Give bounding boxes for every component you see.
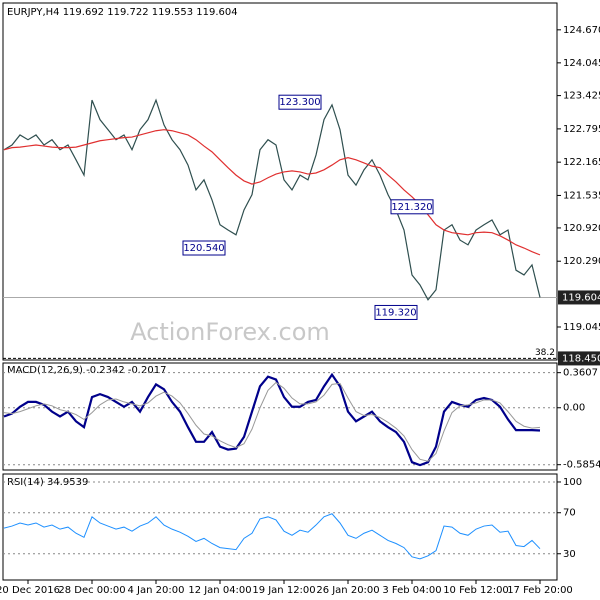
price-panel bbox=[2, 2, 558, 361]
panel-title: EURJPY,H4 119.692 119.722 119.553 119.60… bbox=[7, 7, 238, 18]
last-price-box bbox=[558, 290, 600, 305]
x-tick-label: 3 Feb 04:00 bbox=[382, 585, 441, 596]
series-line bbox=[3, 98, 541, 301]
series-line bbox=[3, 513, 541, 560]
x-tick-label: 28 Dec 00:00 bbox=[58, 585, 125, 596]
annotation-box bbox=[374, 304, 418, 320]
level-label: 118.450 bbox=[562, 353, 600, 364]
annotation-label: 119.320 bbox=[375, 307, 416, 318]
annotation-box bbox=[182, 240, 226, 256]
annotation-box bbox=[278, 94, 322, 110]
y-tick-label: 30 bbox=[563, 549, 576, 560]
x-tick-label: 10 Feb 12:00 bbox=[443, 585, 509, 596]
y-tick-label: 0.3607 bbox=[563, 368, 598, 379]
y-tick-label: 122.165 bbox=[563, 157, 600, 168]
x-tick-label: 20 Dec 2016 bbox=[0, 585, 60, 596]
x-tick-label: 26 Jan 20:00 bbox=[316, 585, 379, 596]
annotation-label: 123.300 bbox=[279, 97, 320, 108]
y-tick-label: 70 bbox=[563, 508, 576, 519]
y-tick-label: 124.670 bbox=[563, 25, 600, 36]
y-tick-label: 120.290 bbox=[563, 256, 600, 267]
fib-label: 38.2 bbox=[535, 348, 555, 358]
series-line bbox=[3, 372, 541, 467]
y-tick-label: 100 bbox=[563, 477, 582, 488]
watermark: ActionForex.com bbox=[130, 318, 330, 346]
annotation-label: 120.540 bbox=[183, 243, 224, 254]
x-tick-label: 12 Jan 04:00 bbox=[188, 585, 251, 596]
y-tick-label: 120.920 bbox=[563, 223, 600, 234]
rsi-panel bbox=[2, 473, 558, 581]
y-tick-label: 124.045 bbox=[563, 58, 600, 69]
y-tick-label: 122.795 bbox=[563, 124, 600, 135]
series-line bbox=[3, 381, 541, 462]
y-tick-label: -0.5854 bbox=[563, 460, 600, 471]
x-tick-label: 4 Jan 20:00 bbox=[128, 585, 185, 596]
x-tick-label: 19 Jan 12:00 bbox=[252, 585, 315, 596]
y-tick-label: 121.535 bbox=[563, 190, 600, 201]
macd-panel bbox=[2, 362, 558, 471]
level-box bbox=[558, 351, 600, 366]
panel-title: MACD(12,26,9) -0.2342 -0.2017 bbox=[7, 365, 167, 376]
series-line bbox=[3, 129, 541, 256]
panel-title: RSI(14) 34.9539 bbox=[7, 477, 88, 488]
y-tick-label: 119.045 bbox=[563, 322, 600, 333]
annotation-box bbox=[390, 199, 434, 215]
annotation-label: 121.320 bbox=[391, 202, 432, 213]
x-tick-label: 17 Feb 20:00 bbox=[507, 585, 573, 596]
y-tick-label: 0.00 bbox=[563, 403, 585, 414]
y-tick-label: 123.425 bbox=[563, 91, 600, 102]
last-price-label: 119.604 bbox=[562, 292, 600, 303]
